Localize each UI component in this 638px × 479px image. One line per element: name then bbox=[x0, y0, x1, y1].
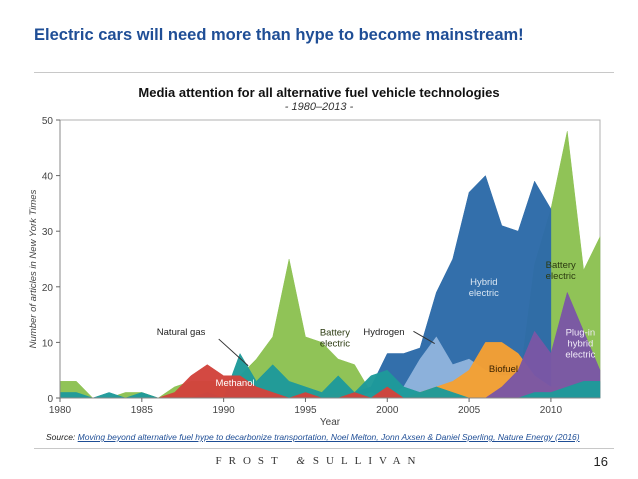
chart-subtitle: - 1980–2013 - bbox=[284, 101, 354, 113]
y-tick-label: 0 bbox=[47, 394, 53, 405]
x-tick-label: 1980 bbox=[49, 405, 72, 416]
annotation-leader-natural-gas bbox=[218, 338, 249, 367]
series-label-battery-electric: Battery electric bbox=[546, 260, 576, 282]
x-tick-label: 1985 bbox=[131, 405, 154, 416]
title-divider bbox=[34, 72, 614, 73]
series-area-natural-gas bbox=[59, 352, 601, 399]
source-link[interactable]: Moving beyond alternative fuel hype to d… bbox=[77, 432, 580, 442]
annotation-hydrogen: Hydrogen bbox=[363, 327, 404, 338]
footer-divider bbox=[34, 448, 614, 449]
y-tick-label: 40 bbox=[42, 172, 54, 183]
series-label-methanol: Methanol bbox=[216, 378, 255, 389]
y-tick-label: 10 bbox=[42, 338, 54, 349]
series-label-plug-in-hybrid-electric: Plug-in hybrid electric bbox=[565, 328, 595, 361]
chart-title: Media attention for all alternative fuel… bbox=[138, 85, 500, 100]
x-tick-label: 1990 bbox=[213, 405, 236, 416]
x-tick-label: 2010 bbox=[540, 405, 563, 416]
area-chart: 0 10 20 30 40 50 1980 1985 1990 1995 2000 2005 2010 Y… bbox=[28, 116, 601, 428]
series-label-battery-electric: Battery electric bbox=[320, 328, 350, 350]
x-tick-label: 2005 bbox=[458, 405, 481, 416]
y-tick-label: 30 bbox=[42, 227, 54, 238]
source-prefix: Source: bbox=[46, 432, 78, 442]
series-label-hybrid-electric: Hybrid electric bbox=[469, 277, 499, 299]
x-axis-label: Year bbox=[320, 417, 341, 428]
source-note: Source: Moving beyond alternative fuel h… bbox=[46, 432, 580, 442]
y-tick-label: 20 bbox=[42, 283, 54, 294]
y-tick-label: 50 bbox=[42, 116, 54, 127]
page-number: 16 bbox=[593, 454, 608, 469]
frost-sullivan-logo: FROST & SULLIVAN bbox=[0, 455, 638, 467]
slide-title: Electric cars will need more than hype t… bbox=[34, 26, 524, 44]
annotation-natural-gas: Natural gas bbox=[157, 327, 206, 338]
x-tick-label: 1995 bbox=[294, 405, 317, 416]
brand-ampersand: & bbox=[296, 455, 305, 467]
y-axis-label: Number of articles in New York Times bbox=[28, 189, 39, 348]
brand-left: FROST bbox=[215, 455, 285, 467]
brand-right: SULLIVAN bbox=[312, 455, 423, 467]
series-label-biofuel: Biofuel bbox=[489, 364, 518, 375]
x-tick-label: 2000 bbox=[376, 405, 399, 416]
annotation-leader-hydrogen bbox=[413, 330, 435, 344]
